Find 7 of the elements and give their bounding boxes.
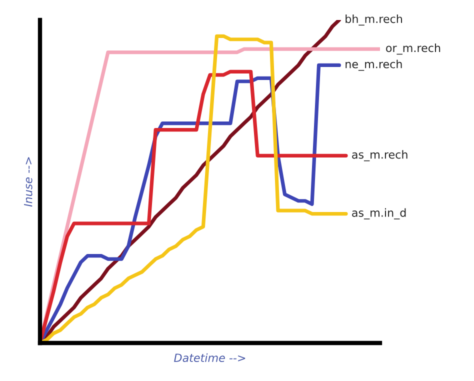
series-label: ne_m.rech [346, 60, 402, 71]
series-label: as_m.in_d [352, 208, 406, 220]
x-axis-title: Datetime --> [174, 353, 246, 362]
series-label: or_m.rech [386, 44, 440, 55]
y-axis-title: Inuse --> [24, 157, 32, 207]
series-label: bh_m.rech [346, 14, 402, 26]
series-label: as_m.rech [352, 150, 408, 162]
